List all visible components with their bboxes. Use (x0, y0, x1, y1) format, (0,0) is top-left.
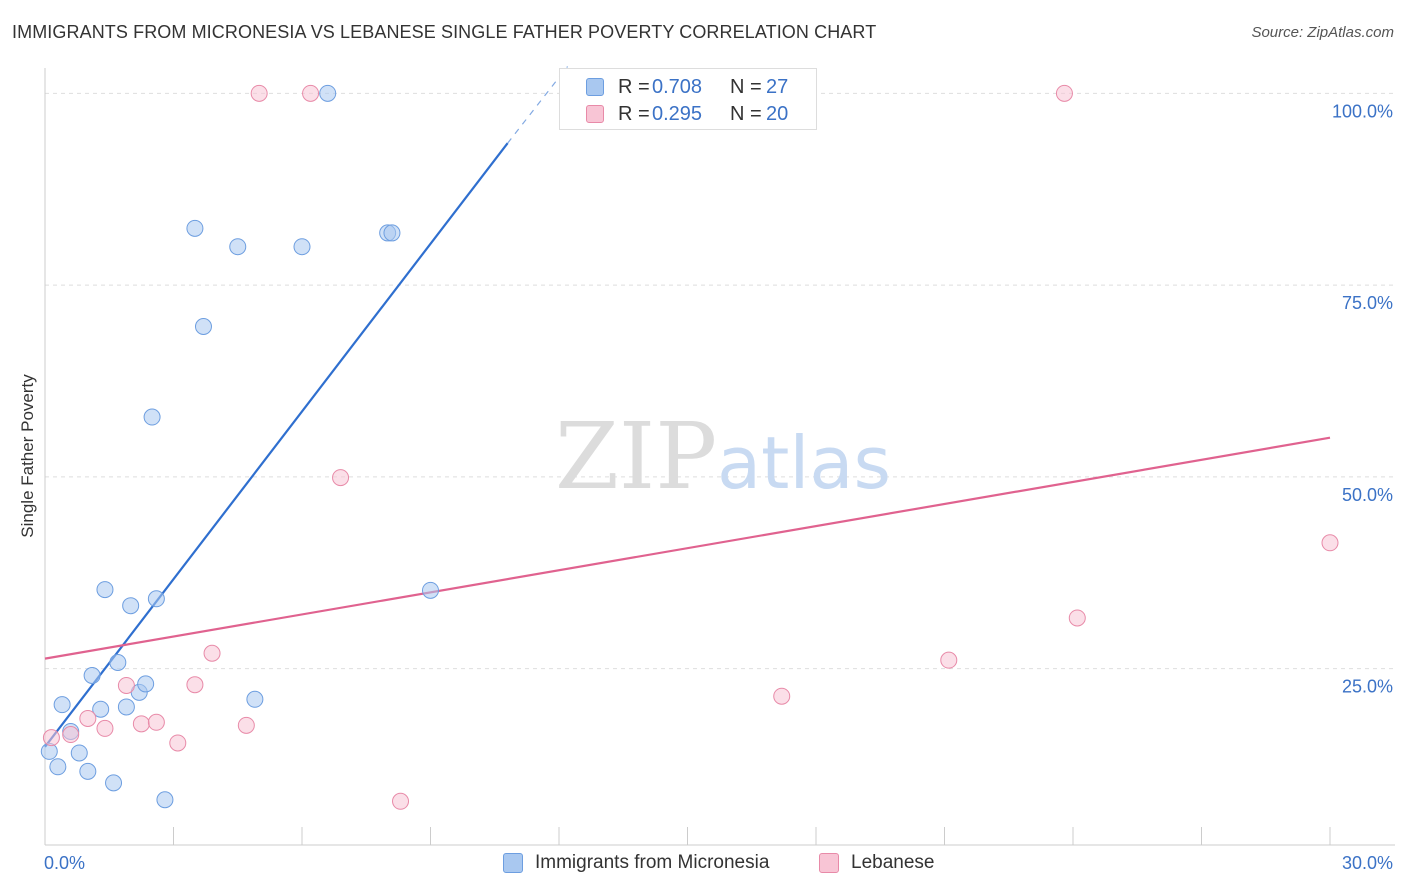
point-micronesia (186, 219, 204, 237)
point-lebanese (1055, 84, 1073, 102)
watermark: ZIP atlas (555, 403, 891, 510)
point-micronesia (293, 238, 311, 256)
point-lebanese (117, 676, 135, 694)
point-lebanese (250, 84, 268, 102)
point-micronesia (83, 666, 101, 684)
legend-item-micronesia[interactable]: Immigrants from Micronesia (503, 852, 769, 874)
point-lebanese (1321, 534, 1339, 552)
point-micronesia (246, 690, 264, 708)
point-lebanese (392, 792, 410, 810)
point-micronesia (137, 675, 155, 693)
point-micronesia (147, 590, 165, 608)
point-lebanese (237, 716, 255, 734)
axes (44, 68, 1395, 846)
legend-swatch-micronesia (503, 853, 523, 873)
point-micronesia (70, 744, 88, 762)
point-lebanese (79, 709, 97, 727)
point-micronesia (109, 653, 127, 671)
legend-label-lebanese: Lebanese (851, 852, 935, 873)
legend-n-label: N = (730, 102, 762, 125)
series-legend: Immigrants from Micronesia Lebanese (0, 852, 1406, 878)
point-micronesia (156, 791, 174, 809)
point-micronesia (383, 224, 401, 242)
legend-r-value: 0.295 (652, 102, 703, 125)
point-micronesia (92, 700, 110, 718)
point-lebanese (62, 726, 80, 744)
point-lebanese (42, 729, 60, 747)
legend-item-lebanese[interactable]: Lebanese (819, 852, 934, 874)
point-micronesia (194, 318, 212, 336)
point-lebanese (940, 651, 958, 669)
legend-n-label: N = (730, 75, 762, 98)
y-axis-label: Single Father Poverty (18, 374, 37, 538)
y-tick-label: 50.0% (1342, 485, 1393, 505)
point-lebanese (186, 676, 204, 694)
point-micronesia (319, 84, 337, 102)
legend-r-label: R = (618, 102, 650, 125)
point-micronesia (143, 408, 161, 426)
chart-title: IMMIGRANTS FROM MICRONESIA VS LEBANESE S… (12, 22, 877, 42)
point-micronesia (122, 597, 140, 615)
point-lebanese (773, 687, 791, 705)
point-lebanese (332, 469, 350, 487)
point-lebanese (169, 734, 187, 752)
legend-swatch-micronesia (586, 78, 604, 96)
point-micronesia (96, 581, 114, 599)
point-lebanese (203, 644, 221, 662)
point-micronesia (229, 238, 247, 256)
point-micronesia (53, 696, 71, 714)
watermark-atlas: atlas (717, 421, 891, 505)
legend-r-label: R = (618, 75, 650, 98)
point-lebanese (132, 715, 150, 733)
point-micronesia (49, 758, 67, 776)
trend-line-lebanese (44, 436, 1331, 660)
point-lebanese (147, 713, 165, 731)
point-lebanese (302, 84, 320, 102)
source-label: Source: ZipAtlas.com (1251, 24, 1394, 41)
legend-r-value: 0.708 (652, 75, 703, 98)
point-micronesia (105, 774, 123, 792)
tick-labels: 25.0% 50.0% 75.0% 100.0% 0.0% 30.0% (44, 101, 1393, 873)
trend-line-extension (507, 66, 569, 144)
point-micronesia (117, 698, 135, 716)
point-micronesia (422, 581, 439, 599)
legend-n-value: 20 (766, 102, 789, 125)
point-micronesia (79, 762, 97, 780)
point-lebanese (1068, 609, 1086, 627)
y-tick-label: 75.0% (1342, 293, 1393, 313)
legend-n-value: 27 (766, 75, 789, 98)
data-points (40, 84, 1339, 810)
x-tick-label-min: 0.0% (44, 853, 85, 873)
grid-lines (45, 92, 1395, 670)
x-tick-label-max: 30.0% (1342, 853, 1393, 873)
legend-swatch-lebanese (819, 853, 839, 873)
y-tick-label: 100.0% (1332, 101, 1393, 121)
trend-lines (44, 66, 1331, 748)
point-lebanese (96, 719, 114, 737)
legend-swatch-lebanese (586, 105, 604, 123)
watermark-zip: ZIP (555, 403, 717, 510)
legend-label-micronesia: Immigrants from Micronesia (535, 852, 770, 873)
correlation-legend: R = 0.708 N = 27 R = 0.295 N = 20 (559, 68, 817, 130)
y-tick-label: 25.0% (1342, 677, 1393, 697)
